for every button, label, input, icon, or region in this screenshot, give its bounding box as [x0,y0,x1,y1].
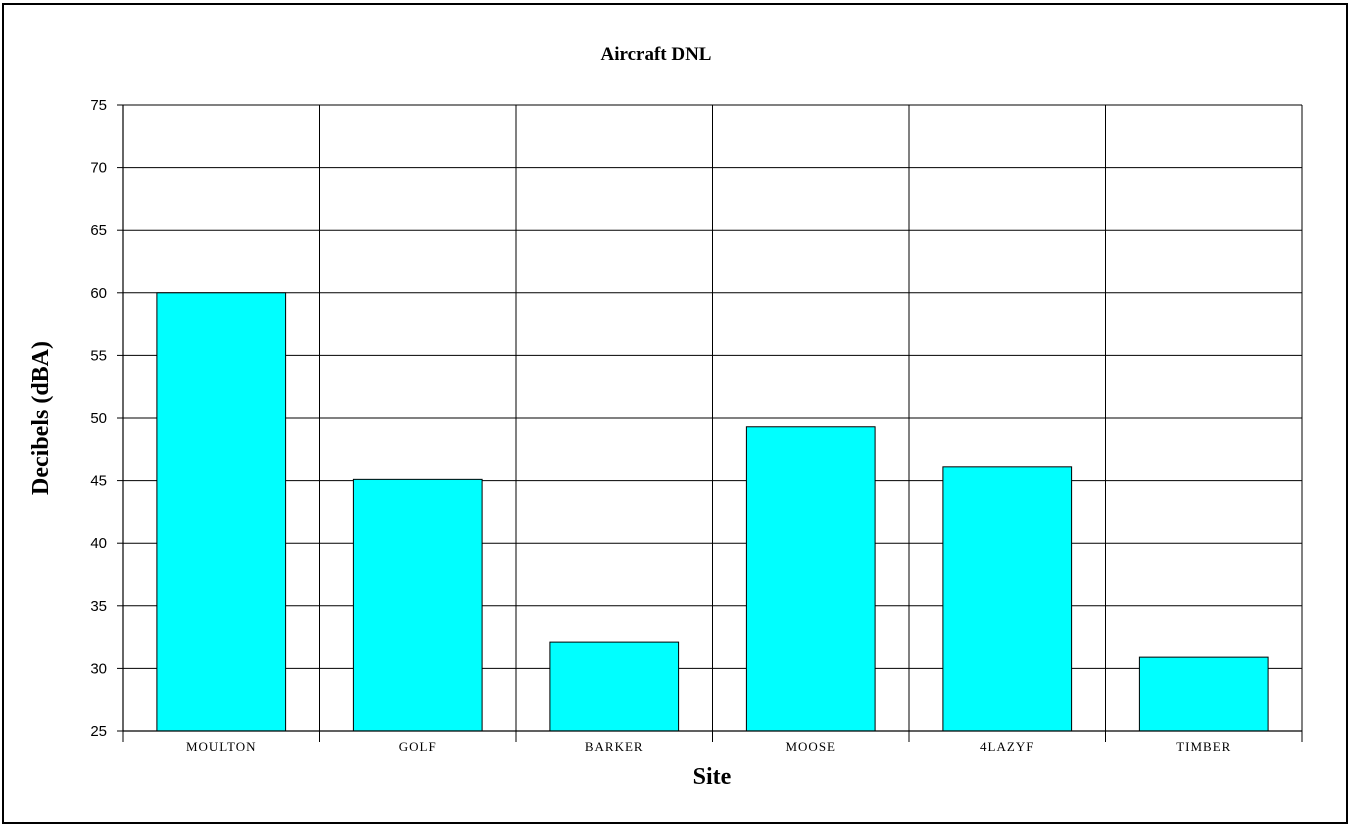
y-tick-label: 55 [90,347,107,364]
x-tick-label: 4LAZYF [980,739,1034,754]
x-tick-label: MOOSE [785,739,836,754]
x-axis-ticks: MOULTON GOLF BARKER MOOSE 4LAZYF TIMBER [122,731,1303,754]
y-tick-label: 40 [90,535,107,552]
bar-moulton [156,292,287,732]
bars [156,292,1269,732]
y-tick-label: 60 [90,285,107,302]
bar-barker [549,641,680,732]
x-tick-label: GOLF [399,739,437,754]
gridlines [122,104,1303,732]
y-tick-label: 25 [90,723,107,740]
bar-moose [745,426,876,732]
bar-timber [1138,656,1269,732]
y-tick-label: 75 [90,97,107,114]
y-tick-label: 30 [90,660,107,677]
bar-golf [352,478,483,732]
x-tick-label: TIMBER [1176,739,1231,754]
y-tick-label: 35 [90,598,107,615]
y-tick-label: 45 [90,473,107,490]
y-tick-label: 65 [90,222,107,239]
bar-4lazyf [942,466,1073,732]
chart-title: Aircraft DNL [601,44,712,65]
x-tick-label: MOULTON [186,739,257,754]
y-tick-label: 50 [90,410,107,427]
x-tick-label: BARKER [585,739,644,754]
y-axis-ticks: 25 30 35 40 45 50 55 60 65 70 75 [90,97,123,740]
y-axis-label: Decibels (dBA) [28,341,54,495]
y-tick-label: 70 [90,160,107,177]
x-axis-label: Site [693,764,732,790]
